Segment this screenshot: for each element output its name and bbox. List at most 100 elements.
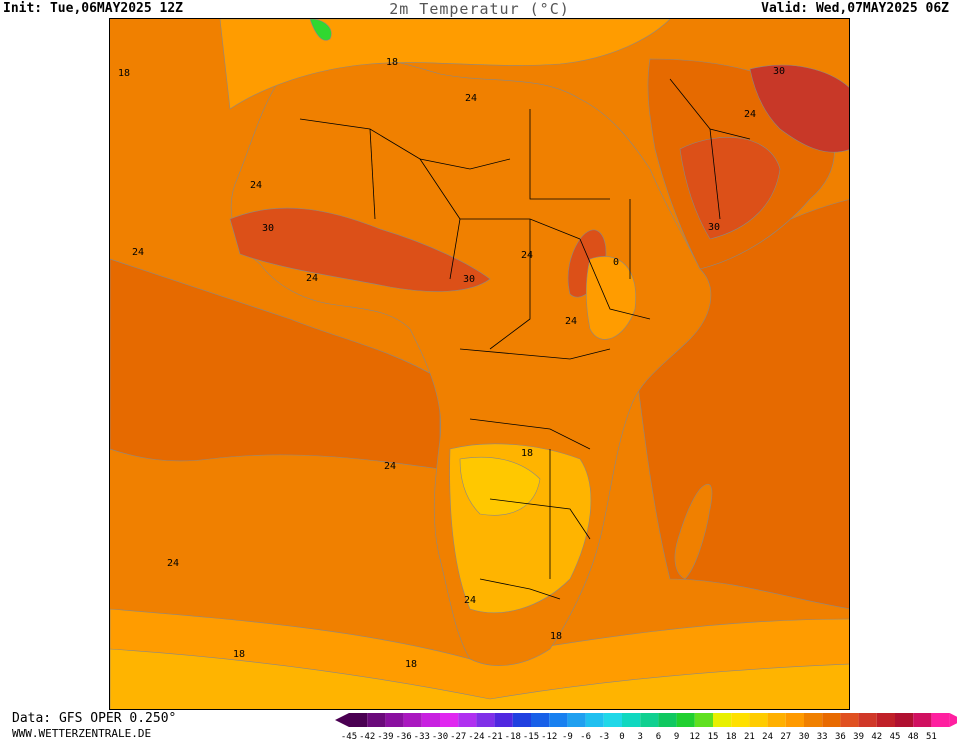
madagascar	[674, 484, 713, 580]
legend-swatch	[749, 713, 768, 727]
legend-tick-label: 15	[708, 732, 719, 741]
legend-swatch	[658, 713, 677, 727]
legend-tick-label: 6	[656, 732, 661, 741]
legend-swatch	[913, 713, 932, 727]
legend-swatch	[403, 713, 422, 727]
legend-tick-label: -33	[414, 732, 430, 741]
legend-tick-label: -21	[486, 732, 502, 741]
legend-swatch	[585, 713, 604, 727]
legend-swatch	[531, 713, 550, 727]
legend-swatch	[476, 713, 495, 727]
legend-swatch	[676, 713, 695, 727]
contour-label: 24	[521, 250, 533, 261]
website-credit: WWW.WETTERZENTRALE.DE	[12, 727, 152, 740]
legend-swatch	[840, 713, 859, 727]
southern-ocean-cool	[110, 648, 849, 709]
temperature-map: 18 18 24 24 30 24 24 30 24 24 30 24 30 0…	[109, 18, 850, 710]
contour-label: 24	[465, 93, 477, 104]
legend-swatch	[549, 713, 568, 727]
legend-tick-label: 45	[890, 732, 901, 741]
legend-tick-label: -15	[523, 732, 539, 741]
legend-arrow-right	[949, 713, 957, 727]
legend-tick-label: 27	[780, 732, 791, 741]
legend-swatch	[785, 713, 804, 727]
legend-tick-label: -12	[541, 732, 557, 741]
legend-tick-label: 24	[762, 732, 773, 741]
legend-tick-label: 36	[835, 732, 846, 741]
legend-tick-label: -36	[395, 732, 411, 741]
legend-swatch	[694, 713, 713, 727]
southern-africa-cool	[459, 456, 541, 516]
legend-swatch	[512, 713, 531, 727]
legend-swatch	[931, 713, 950, 727]
contour-label: 18	[550, 631, 562, 642]
east-africa-highlands	[585, 256, 637, 340]
init-time: Init: Tue,06MAY2025 12Z	[3, 1, 184, 16]
legend-tick-label: 18	[726, 732, 737, 741]
legend-swatch	[494, 713, 513, 727]
iran-hot-zone	[749, 64, 849, 153]
africa-landmass	[230, 47, 712, 666]
contour-label: 18	[118, 68, 130, 79]
contour-label: 0	[613, 257, 619, 268]
color-legend: -45 -42 -39 -36 -33 -30 -27 -24 -21 -18 -15 -12 -9 -6…	[335, 713, 957, 741]
legend-swatch	[640, 713, 659, 727]
valid-time: Valid: Wed,07MAY2025 06Z	[761, 1, 949, 16]
legend-tick-label: -6	[580, 732, 591, 741]
legend-tick-label: 3	[637, 732, 642, 741]
legend-swatch	[822, 713, 841, 727]
legend-tick-label: 42	[871, 732, 882, 741]
contour-label: 24	[306, 273, 318, 284]
contour-label: 24	[250, 180, 262, 191]
legend-swatch	[421, 713, 440, 727]
legend-swatch	[622, 713, 641, 727]
data-source: Data: GFS OPER 0.250°	[12, 711, 177, 726]
contour-label: 18	[405, 659, 417, 670]
contour-label: 24	[565, 316, 577, 327]
contour-label: 24	[384, 461, 396, 472]
legend-swatch	[567, 713, 586, 727]
legend-tick-label: -42	[359, 732, 375, 741]
contour-label: 24	[167, 558, 179, 569]
contour-label: 30	[708, 222, 720, 233]
legend-tick-label: 39	[853, 732, 864, 741]
legend-tick-label: -3	[598, 732, 609, 741]
legend-tick-label: -39	[377, 732, 393, 741]
legend-swatch	[731, 713, 750, 727]
legend-tick-label: 51	[926, 732, 937, 741]
legend-tick-label: 9	[674, 732, 679, 741]
legend-swatch	[367, 713, 386, 727]
country-borders	[299, 78, 751, 600]
legend-bar: -45 -42 -39 -36 -33 -30 -27 -24 -21 -18 -15 -12 -9 -6…	[335, 713, 957, 741]
legend-tick-label: -45	[341, 732, 357, 741]
legend-tick-label: 12	[689, 732, 700, 741]
legend-swatch	[385, 713, 404, 727]
map-title: 2m Temperatur (°C)	[389, 0, 570, 18]
legend-swatch	[440, 713, 459, 727]
legend-tick-label: -30	[432, 732, 448, 741]
legend-tick-label: 33	[817, 732, 828, 741]
map-canvas: 18 18 24 24 30 24 24 30 24 24 30 24 30 0…	[110, 19, 849, 709]
legend-tick-label: -18	[505, 732, 521, 741]
legend-swatch	[713, 713, 732, 727]
cool-spot	[309, 19, 332, 41]
contour-label: 30	[773, 66, 785, 77]
legend-swatch	[804, 713, 823, 727]
legend-swatch	[876, 713, 895, 727]
contour-label: 18	[386, 57, 398, 68]
legend-tick-label: 48	[908, 732, 919, 741]
legend-swatch	[603, 713, 622, 727]
legend-swatch	[349, 713, 368, 727]
sahel-hot-zone	[229, 207, 491, 292]
contour-label: 18	[233, 649, 245, 660]
legend-swatch	[858, 713, 877, 727]
legend-tick-label: -9	[562, 732, 573, 741]
contour-label: 24	[132, 247, 144, 258]
contour-label: 24	[464, 595, 476, 606]
legend-swatch	[767, 713, 786, 727]
contour-labels: 18 18 24 24 30 24 24 30 24 24 30 24 30 0…	[118, 57, 785, 670]
legend-tick-label: -24	[468, 732, 484, 741]
legend-arrow-left	[335, 713, 349, 727]
legend-tick-label: 30	[799, 732, 810, 741]
legend-tick-label: 21	[744, 732, 755, 741]
